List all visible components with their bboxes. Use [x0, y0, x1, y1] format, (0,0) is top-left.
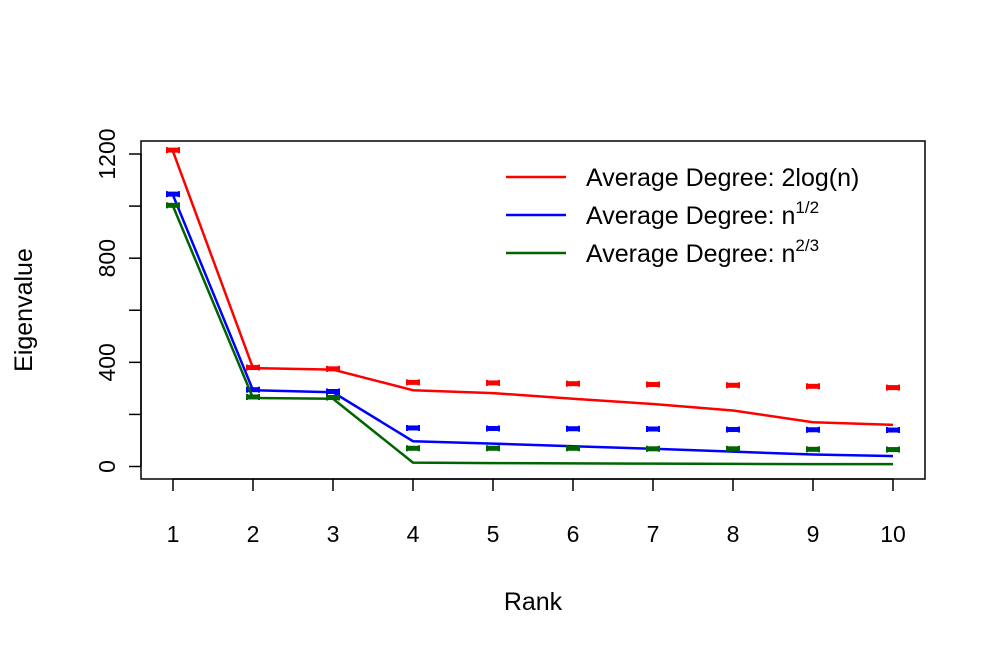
- legend-label: Average Degree: n1/2: [586, 198, 819, 230]
- y-tick-label: 0: [94, 460, 120, 473]
- legend-superscript: 1/2: [795, 198, 819, 217]
- x-tick-label: 7: [647, 521, 660, 547]
- x-tick-label: 2: [247, 521, 260, 547]
- legend-label: Average Degree: n2/3: [586, 236, 819, 268]
- series-line: [171, 194, 894, 458]
- y-tick-label: 400: [94, 343, 120, 381]
- y-tick-label: 1200: [94, 128, 120, 179]
- x-tick-label: 10: [880, 521, 906, 547]
- x-tick-label: 9: [807, 521, 820, 547]
- x-tick-label: 1: [167, 521, 180, 547]
- x-tick-label: 5: [487, 521, 500, 547]
- series-line: [171, 150, 894, 427]
- plot-layer: [166, 147, 900, 466]
- series-line: [171, 205, 893, 466]
- series-3: [166, 202, 900, 466]
- axes: 1 2 3 4 5 6 7 8 9 10 0 400 800 1200: [94, 128, 926, 547]
- y-axis-title: Eigenvalue: [10, 248, 38, 372]
- x-tick-label: 8: [727, 521, 740, 547]
- series-1: [166, 147, 900, 427]
- y-tick-label: 800: [94, 239, 120, 277]
- legend-label: Average Degree: 2log(n): [586, 164, 859, 192]
- x-tick-label: 6: [567, 521, 580, 547]
- series-2: [166, 191, 900, 458]
- x-axis-title: Rank: [504, 588, 563, 616]
- legend-superscript: 2/3: [795, 236, 819, 255]
- x-tick-label: 4: [407, 521, 420, 547]
- legend: Average Degree: 2log(n) Average Degree: n…: [506, 164, 859, 268]
- x-tick-label: 3: [327, 521, 340, 547]
